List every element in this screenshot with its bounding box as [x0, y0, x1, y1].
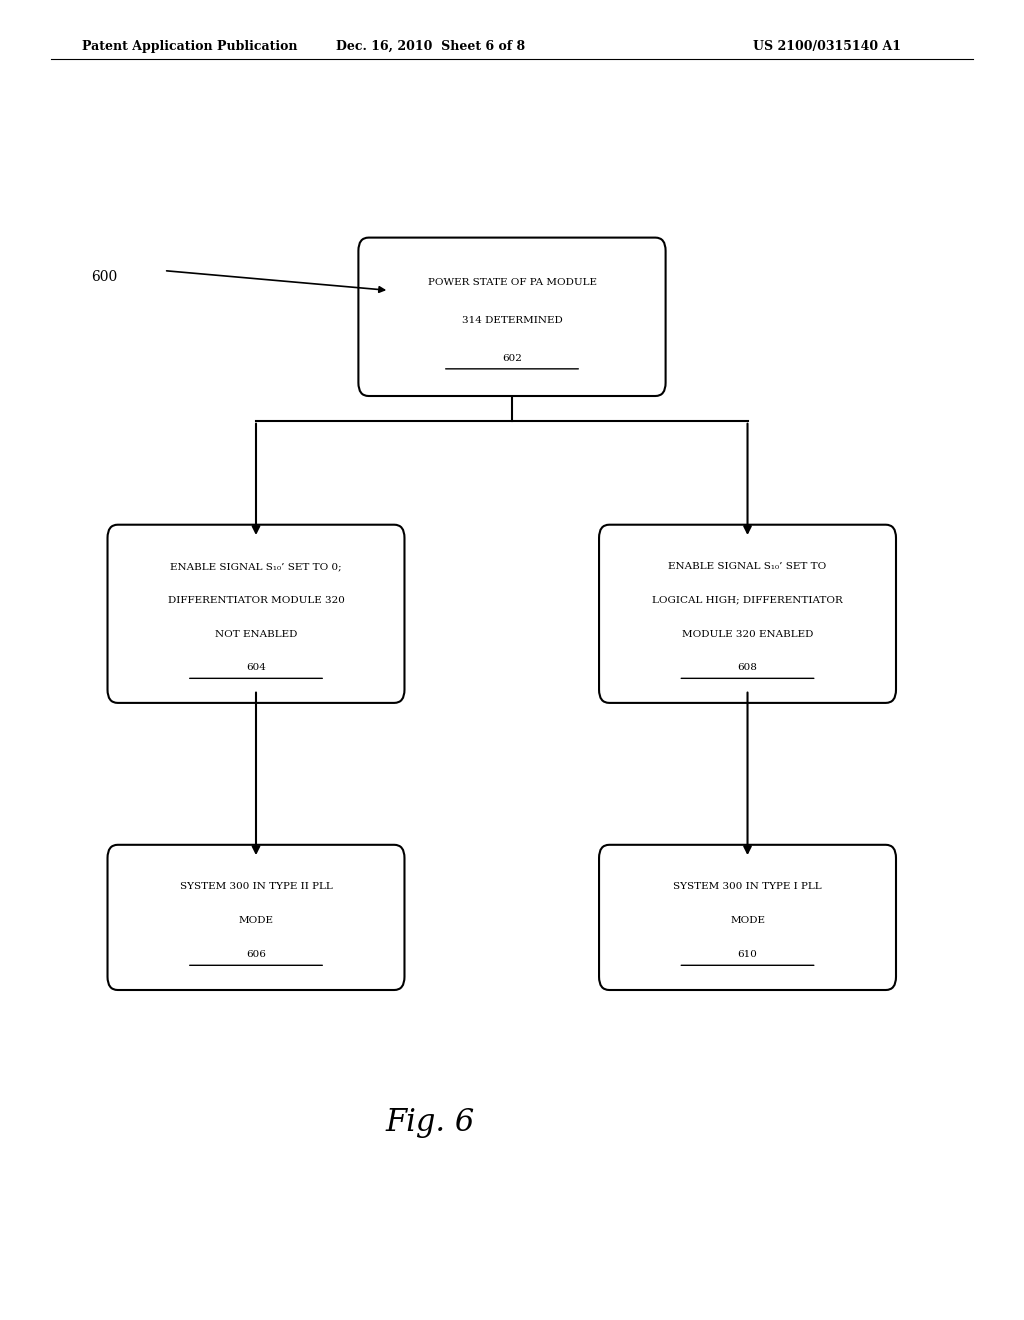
Text: Dec. 16, 2010  Sheet 6 of 8: Dec. 16, 2010 Sheet 6 of 8	[336, 40, 524, 53]
Text: MODULE 320 ENABLED: MODULE 320 ENABLED	[682, 630, 813, 639]
FancyBboxPatch shape	[108, 524, 404, 702]
Text: 600: 600	[91, 271, 118, 284]
Text: DIFFERENTIATOR MODULE 320: DIFFERENTIATOR MODULE 320	[168, 595, 344, 605]
FancyBboxPatch shape	[108, 845, 404, 990]
Text: 604: 604	[246, 663, 266, 672]
Text: 606: 606	[246, 950, 266, 960]
Text: US 2100/0315140 A1: US 2100/0315140 A1	[753, 40, 901, 53]
Text: 314 DETERMINED: 314 DETERMINED	[462, 315, 562, 325]
Text: Patent Application Publication: Patent Application Publication	[82, 40, 297, 53]
Text: SYSTEM 300 IN TYPE II PLL: SYSTEM 300 IN TYPE II PLL	[179, 882, 333, 891]
FancyBboxPatch shape	[599, 524, 896, 702]
FancyBboxPatch shape	[599, 845, 896, 990]
Text: NOT ENABLED: NOT ENABLED	[215, 630, 297, 639]
Text: 610: 610	[737, 950, 758, 960]
Text: ENABLE SIGNAL S₁₀’ SET TO: ENABLE SIGNAL S₁₀’ SET TO	[669, 562, 826, 572]
FancyBboxPatch shape	[358, 238, 666, 396]
Text: 602: 602	[502, 354, 522, 363]
Text: ENABLE SIGNAL S₁₀’ SET TO 0;: ENABLE SIGNAL S₁₀’ SET TO 0;	[170, 562, 342, 572]
Text: POWER STATE OF PA MODULE: POWER STATE OF PA MODULE	[427, 279, 597, 288]
Text: 608: 608	[737, 663, 758, 672]
Text: MODE: MODE	[730, 916, 765, 925]
Text: MODE: MODE	[239, 916, 273, 925]
Text: LOGICAL HIGH; DIFFERENTIATOR: LOGICAL HIGH; DIFFERENTIATOR	[652, 595, 843, 605]
Text: Fig. 6: Fig. 6	[385, 1106, 475, 1138]
Text: SYSTEM 300 IN TYPE I PLL: SYSTEM 300 IN TYPE I PLL	[673, 882, 822, 891]
